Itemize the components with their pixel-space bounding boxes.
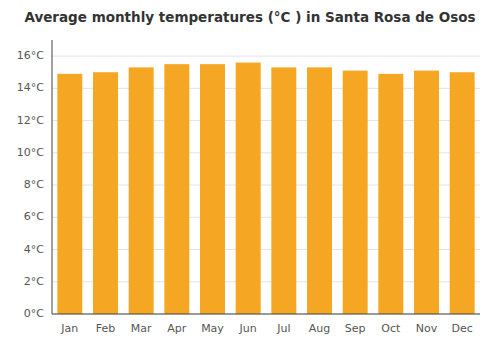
- x-tick-label: Nov: [416, 322, 438, 335]
- grid-line: [52, 314, 480, 315]
- x-tick-label: Dec: [452, 322, 473, 335]
- bar: [378, 74, 403, 314]
- y-tick-label: 6°C: [24, 210, 44, 223]
- grid-line: [52, 56, 480, 57]
- bar: [307, 67, 332, 314]
- title: Average monthly temperatures (°C ) in Sa…: [24, 9, 475, 25]
- bars: [57, 63, 474, 314]
- y-tick-label: 4°C: [24, 243, 44, 256]
- chart-container: 0°C 2°C 4°C 6°C 8°C 10°C 12°C 14°C 16°C Jan Feb Mar…: [0, 0, 500, 350]
- x-tick-label: Feb: [96, 322, 115, 335]
- axes: [52, 40, 480, 314]
- bar: [236, 63, 261, 314]
- x-tick-label: Jun: [239, 322, 257, 335]
- grid: [52, 56, 480, 314]
- bar: [450, 72, 475, 314]
- bar: [129, 67, 154, 314]
- x-tick-label: May: [201, 322, 224, 335]
- x-tick-label: Apr: [167, 322, 187, 335]
- x-axis-line: [52, 314, 480, 315]
- x-tick-label: Oct: [381, 322, 401, 335]
- x-tick-label: Jul: [276, 322, 290, 335]
- y-tick-label: 0°C: [24, 307, 44, 320]
- bar: [164, 64, 189, 314]
- y-tick-label: 8°C: [24, 178, 44, 191]
- y-tick-label: 12°C: [17, 114, 44, 127]
- bar: [414, 71, 439, 314]
- bar: [93, 72, 118, 314]
- x-tick-label: Mar: [131, 322, 152, 335]
- x-tick-label: Sep: [345, 322, 366, 335]
- y-tick-label: 10°C: [17, 146, 44, 159]
- bar: [57, 74, 82, 314]
- bar: [271, 67, 296, 314]
- x-tick-label: Aug: [309, 322, 330, 335]
- y-tick-label: 16°C: [17, 49, 44, 62]
- y-axis-line: [52, 40, 53, 314]
- y-tick-labels: 0°C 2°C 4°C 6°C 8°C 10°C 12°C 14°C 16°C: [17, 49, 44, 320]
- bar: [200, 64, 225, 314]
- x-tick-labels: Jan Feb Mar Apr May Jun Jul Aug Sep Oct Nov Dec: [60, 322, 472, 335]
- bar: [343, 71, 368, 314]
- y-tick-label: 14°C: [17, 81, 44, 94]
- x-tick-label: Jan: [60, 322, 78, 335]
- y-tick-label: 2°C: [24, 275, 44, 288]
- chart: 0°C 2°C 4°C 6°C 8°C 10°C 12°C 14°C 16°C Jan Feb Mar…: [0, 0, 500, 350]
